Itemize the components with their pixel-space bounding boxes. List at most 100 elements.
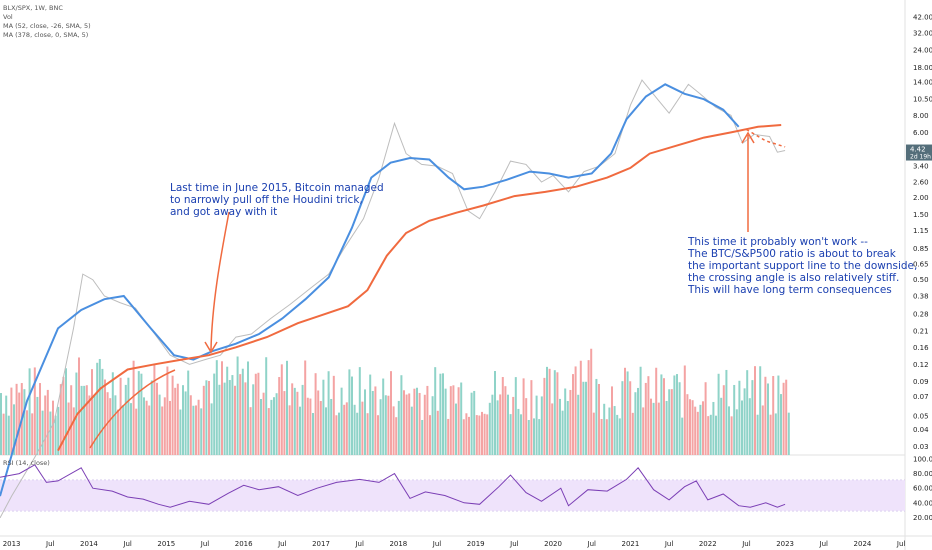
volume-bar [156,382,158,455]
volume-bar [202,385,205,455]
volume-bar [553,370,556,455]
volume-bar [626,371,629,455]
volume-bar [595,378,598,455]
volume-bar [33,367,36,455]
x-tick-label: Jul [819,540,829,548]
volume-bar [293,387,296,455]
volume-bar [377,415,379,455]
volume-bar [356,412,359,455]
volume-bar [49,411,52,455]
volume-label[interactable]: Vol [3,13,13,21]
volume-bar [767,383,769,455]
volume-bar [241,368,244,455]
rsi-tick-label: 60.00 [913,485,932,493]
x-tick-label: Jul [432,540,442,548]
volume-bar [18,392,21,455]
volume-bar [382,378,385,455]
volume-bar [213,373,216,455]
volume-bar [452,385,455,455]
volume-bar [228,380,231,455]
volume-bar [353,404,356,455]
volume-bar [93,395,96,455]
x-tick-label: 2013 [3,540,21,548]
volume-bar [88,395,91,455]
x-tick-label: 2018 [389,540,407,548]
volume-bar [254,373,257,455]
volume-bar [174,387,177,455]
volume-bar [527,419,530,455]
volume-bar [182,385,184,455]
volume-bar [764,376,767,455]
last-price-countdown: 2d 19h [910,154,931,161]
volume-bar [338,412,340,455]
arrow-left-head [204,341,218,354]
volume-bar [340,387,343,455]
volume-bar [325,407,327,455]
volume-bar [564,388,567,455]
y-tick-label: 0.12 [913,361,929,369]
volume-bar [117,409,119,455]
volume-bar [759,366,762,455]
volume-bar [343,404,346,455]
volume-bar [275,393,278,455]
volume-bar [535,395,538,455]
volume-bar [215,360,218,455]
volume-bar [195,405,197,455]
x-tick-label: 2015 [157,540,175,548]
y-tick-label: 0.28 [913,311,929,319]
volume-bar [772,376,775,455]
y-axis[interactable]: 42.00 32.00 24.00 18.00 14.00 10.50 8.00 6.00 4.… [913,14,932,451]
series-ma378-line [57,124,782,452]
volume-bar [280,364,283,455]
volume-bar [657,402,660,455]
volume-bar [509,414,512,455]
x-tick-label: 2017 [312,540,330,548]
x-tick-label: Jul [45,540,55,548]
volume-bar [748,398,751,455]
volume-bar [184,391,187,455]
volume-bar [520,414,522,455]
volume-bar [785,379,788,455]
volume-bar [546,366,548,455]
symbol-label[interactable]: BLX/SPX, 1W, BNC [3,4,63,12]
volume-bar [278,377,281,455]
volume-bar [592,412,595,455]
rsi-label[interactable]: RSI (14, close) [3,459,50,467]
volume-bar [283,391,286,455]
volume-bar [252,384,255,455]
volume-bar [351,376,353,455]
volume-bar [436,410,439,455]
volume-bar [361,401,364,455]
volume-bar [512,396,515,455]
volume-bar [634,392,637,455]
volume-bar [483,413,486,455]
volume-bar [431,396,434,455]
x-tick-label: Jul [741,540,751,548]
ma1-label[interactable]: MA (52, close, -26, SMA, 5) [3,22,91,30]
volume-bar [111,372,114,455]
volume-bar [312,413,314,455]
volume-bar [574,366,577,455]
volume-bar [127,377,130,455]
volume-bar [468,416,470,455]
volume-bar [0,393,2,455]
volume-bar [13,404,15,455]
volume-bar [345,402,348,455]
volume-bar [371,390,374,455]
volume-bar [577,394,580,455]
x-axis[interactable]: 2013 Jul 2014 Jul 2015 Jul 2016 Jul 2017 Jul 2018 J… [3,540,906,548]
volume-bar [517,408,520,455]
volume-bar [720,397,723,455]
volume-bar [153,363,156,455]
y-tick-label: 2.00 [913,194,929,202]
last-price-value: 4.42 [910,146,926,154]
volume-bar [410,406,413,455]
volume-bar [187,370,190,455]
volume-bar [148,405,151,455]
volume-bar [70,385,73,455]
volume-bar [171,375,174,455]
ma2-label[interactable]: MA (378, close, 0, SMA, 5) [3,31,89,39]
y-tick-label: 0.85 [913,245,929,253]
volume-bar [57,406,60,455]
volume-bar [551,403,554,455]
